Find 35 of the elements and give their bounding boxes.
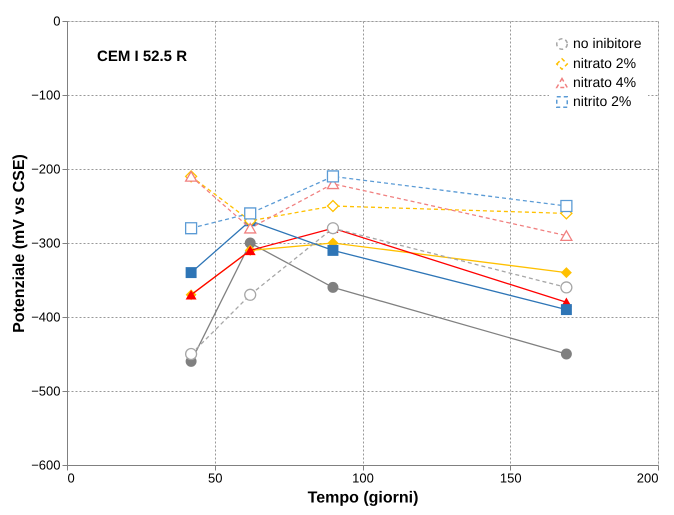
x-tick-label: 200 xyxy=(636,470,658,486)
point xyxy=(244,207,256,220)
point xyxy=(244,288,256,301)
point xyxy=(560,200,573,212)
point xyxy=(186,267,197,278)
point xyxy=(327,244,338,256)
point xyxy=(184,348,198,360)
y-tick-label: −100 xyxy=(31,88,60,102)
legend-label: nitrato 4% xyxy=(573,74,636,90)
x-axis-title: Tempo (giorni) xyxy=(308,490,418,506)
point xyxy=(560,230,573,241)
annotation: CEM I 52.5 R xyxy=(97,48,188,65)
y-tick-label: 0 xyxy=(53,14,60,28)
legend-label: no inibitore xyxy=(573,35,642,51)
y-tick-label: −300 xyxy=(31,236,60,250)
y-tick-label: −500 xyxy=(31,384,60,398)
point xyxy=(560,304,572,316)
x-tick-label: 100 xyxy=(352,470,374,486)
x-tick-label: 0 xyxy=(68,470,75,486)
point xyxy=(560,281,573,294)
point xyxy=(244,222,256,234)
point xyxy=(326,200,340,212)
y-tick-label: −600 xyxy=(31,458,60,472)
point xyxy=(184,222,198,234)
point xyxy=(327,282,338,293)
y-tick-label: −200 xyxy=(31,162,60,176)
y-axis-title: Potenziale (mV vs CSE) xyxy=(11,154,28,333)
y-tick-label: −400 xyxy=(31,310,60,324)
legend-label: nitrato 2% xyxy=(573,55,636,71)
x-tick-label: 50 xyxy=(208,470,222,486)
point xyxy=(326,170,340,183)
point xyxy=(560,348,572,360)
point xyxy=(560,267,572,278)
x-tick-label: 150 xyxy=(500,470,522,486)
legend-label: nitrito 2% xyxy=(573,93,632,109)
